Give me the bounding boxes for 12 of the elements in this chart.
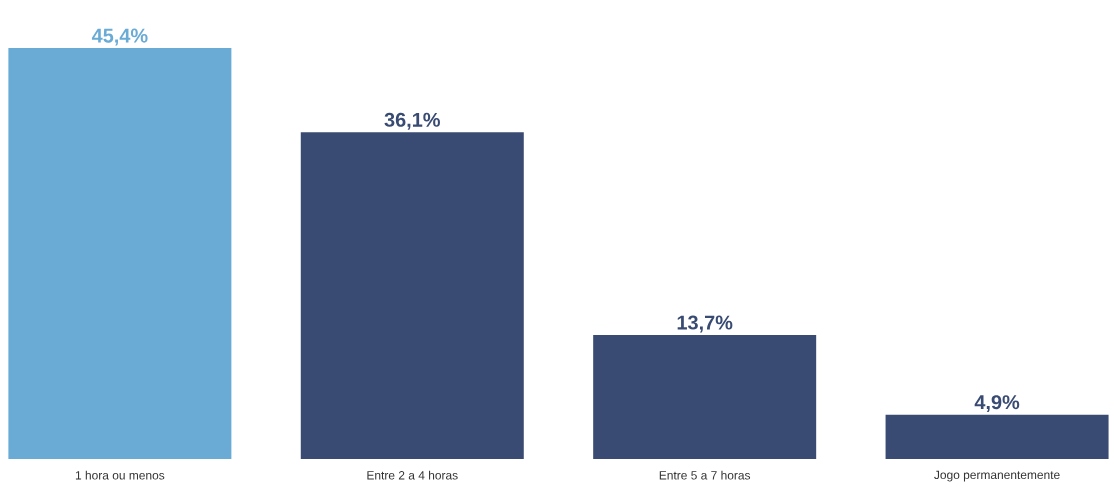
bar — [8, 48, 232, 459]
data-label: 36,1% — [384, 112, 440, 130]
data-label: 4,9% — [974, 395, 1020, 413]
x-tick-label: 1 hora ou menos — [75, 470, 165, 480]
bar — [885, 414, 1109, 459]
x-tick-label: Entre 5 a 7 horas — [659, 470, 751, 480]
x-tick-label: Jogo permanentemente — [934, 470, 1060, 482]
x-tick-label: Entre 2 a 4 horas — [367, 470, 458, 480]
bar — [593, 335, 817, 459]
data-label: 45,4% — [91, 28, 148, 46]
data-label: 13,7% — [677, 315, 733, 333]
bar — [300, 132, 524, 459]
